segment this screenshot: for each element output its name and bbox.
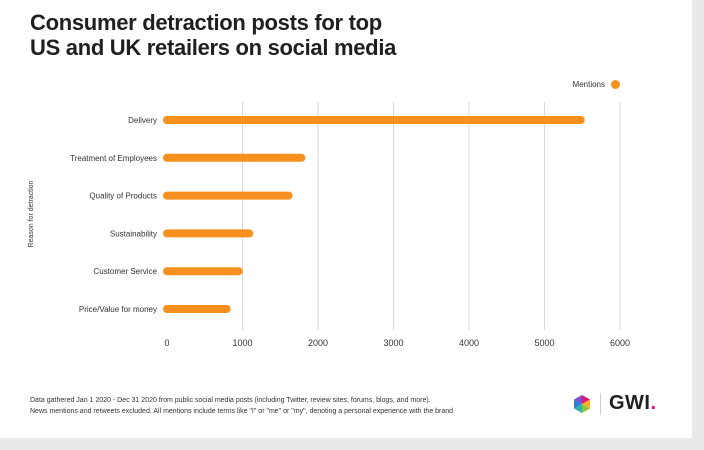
hexagon-logo-icon — [574, 394, 590, 413]
logo-divider — [600, 392, 601, 415]
category-label: Delivery — [128, 116, 157, 125]
x-tick-label: 1000 — [232, 338, 252, 348]
category-label: Treatment of Employees — [70, 154, 157, 163]
x-tick-label: 6000 — [610, 338, 630, 348]
x-tick-label: 4000 — [459, 338, 479, 348]
chart-card: Consumer detraction posts for top US and… — [0, 0, 692, 438]
brand-wordmark: GWI. — [609, 392, 657, 415]
x-tick-label: 3000 — [383, 338, 403, 348]
chart-title: Consumer detraction posts for top US and… — [30, 10, 550, 60]
brand-logo: GWI. — [572, 392, 657, 415]
chart-legend: Mentions — [573, 80, 620, 89]
bar-chart: 0 1000 2000 3000 4000 5000 6000 Reason for detr… — [28, 102, 630, 348]
legend-marker — [611, 80, 620, 89]
category-label: Quality of Products — [89, 192, 157, 201]
chart-title-line-1: Consumer detraction posts for top — [30, 10, 382, 35]
chart-title-line-2: US and UK retailers on social media — [30, 35, 397, 60]
x-tick-label: 5000 — [534, 338, 554, 348]
category-label: Customer Service — [93, 267, 157, 276]
footer-line-2: News mentions and retweets excluded. All… — [30, 408, 454, 415]
legend-label: Mentions — [572, 80, 605, 89]
category-label: Sustainability — [110, 229, 157, 238]
footer-line-1: Data gathered Jan 1 2020 - Dec 31 2020 f… — [30, 397, 431, 404]
category-label: Price/Value for money — [79, 305, 157, 314]
x-tick-label: 0 — [164, 338, 169, 348]
y-axis-title: Reason for detraction — [28, 180, 35, 247]
brand-name: GWI — [609, 392, 651, 414]
brand-dot: . — [650, 392, 657, 414]
footer-note: Data gathered Jan 1 2020 - Dec 31 2020 f… — [30, 395, 550, 417]
x-tick-label: 2000 — [308, 338, 328, 348]
